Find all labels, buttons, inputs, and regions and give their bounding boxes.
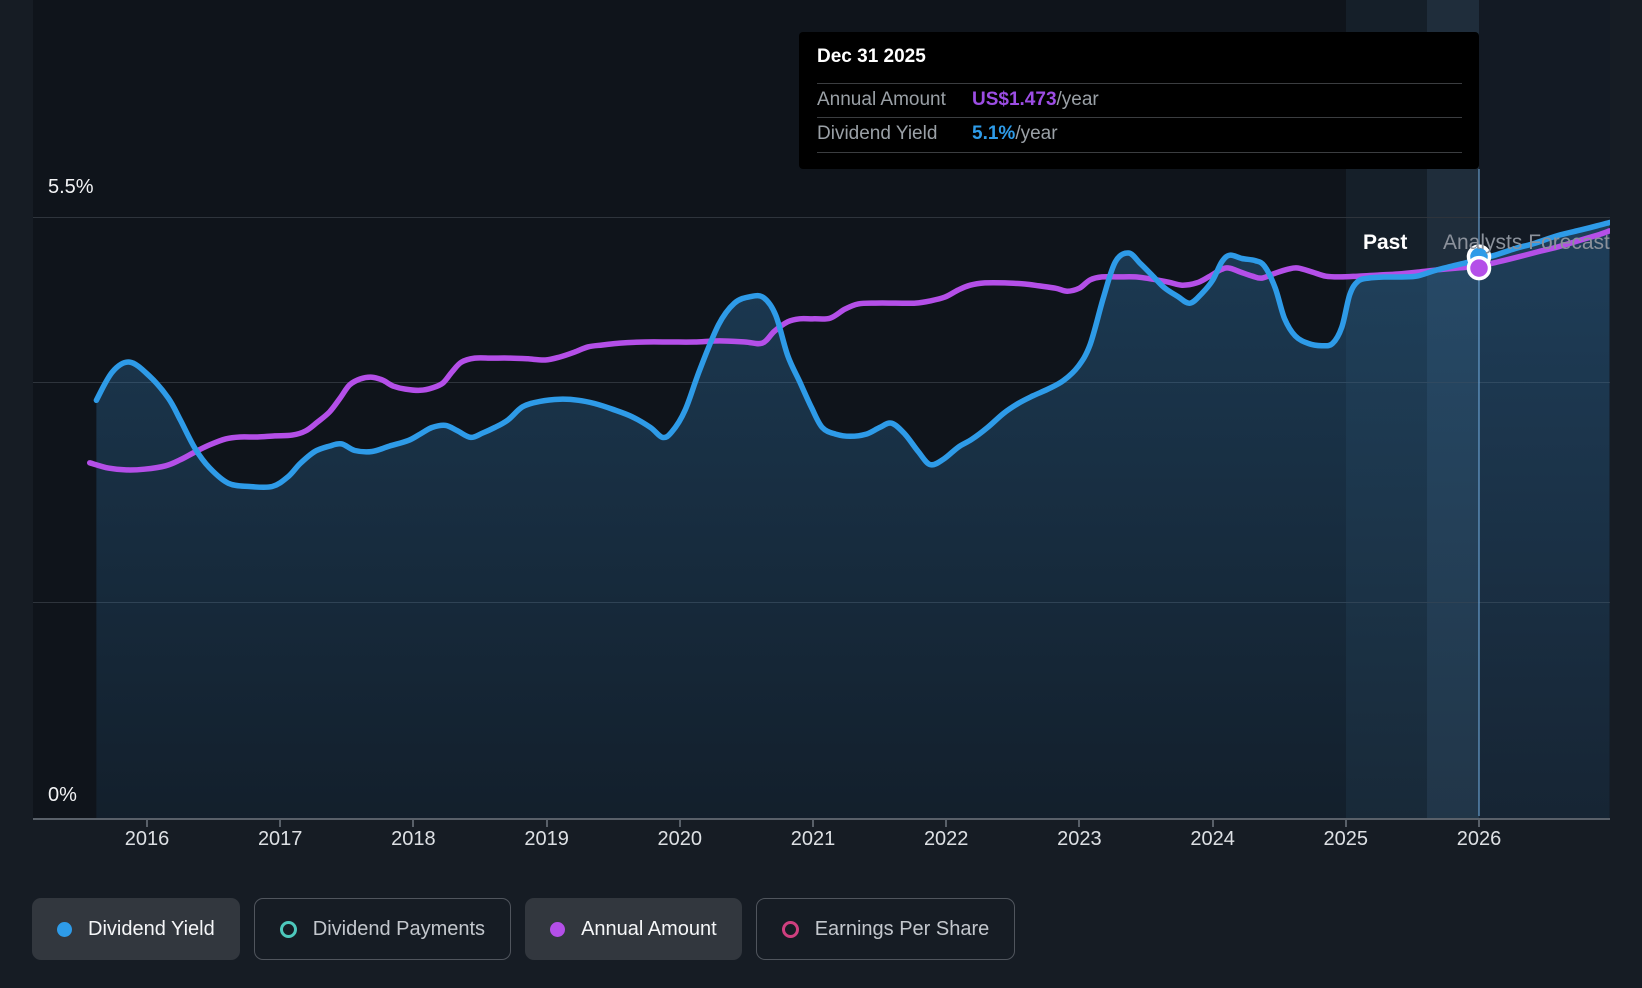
- dividend-yield-area: [96, 222, 1610, 818]
- analysts-forecast-label: Analysts Forecast: [1443, 231, 1610, 254]
- x-tick-2018: [412, 820, 415, 827]
- legend-toggle-annual-amount[interactable]: Annual Amount: [525, 898, 742, 960]
- x-label-2025: 2025: [1323, 828, 1369, 850]
- legend-dot-icon: [57, 921, 72, 937]
- tooltip-divider: [817, 117, 1462, 118]
- x-tick-2025: [1344, 820, 1347, 827]
- y-axis-min-label: 0%: [48, 784, 77, 806]
- x-tick-2017: [279, 820, 282, 827]
- tooltip-dividend-yield-label: Dividend Yield: [817, 123, 938, 144]
- gridline-4pct: [33, 382, 1610, 383]
- tooltip-dividend-yield-value: 5.1%/year: [972, 123, 1058, 145]
- chart-legend: Dividend Yield Dividend Payments Annual Am…: [32, 898, 1016, 960]
- x-tick-2020: [678, 820, 681, 827]
- x-label-2021: 2021: [790, 828, 836, 850]
- x-label-2026: 2026: [1456, 828, 1502, 850]
- x-label-2017: 2017: [257, 828, 303, 850]
- x-label-2024: 2024: [1190, 828, 1235, 850]
- legend-dot-icon: [550, 921, 566, 937]
- past-label: Past: [1363, 231, 1408, 254]
- gridline-5-5pct: [33, 217, 1610, 218]
- tooltip-annual-amount-value: US$1.473/year: [972, 89, 1099, 111]
- x-label-2016: 2016: [124, 828, 170, 850]
- legend-toggle-earnings-per-share[interactable]: Earnings Per Share: [755, 898, 1016, 960]
- legend-toggle-dividend-payments[interactable]: Dividend Payments: [253, 898, 512, 960]
- annual-amount-suffix: /year: [1056, 89, 1099, 110]
- legend-ring-icon: [279, 920, 297, 938]
- x-tick-2021: [812, 820, 814, 827]
- annual-amount-value: US$1.473: [972, 89, 1057, 110]
- legend-ring-icon: [781, 920, 799, 938]
- y-axis-max-label: 5.5%: [48, 176, 94, 198]
- annual-amount-marker[interactable]: [1466, 255, 1492, 281]
- x-tick-2024: [1211, 820, 1214, 827]
- dividend-yield-value: 5.1%: [972, 123, 1016, 144]
- legend-label: Earnings Per Share: [814, 917, 990, 940]
- tooltip-annual-amount-label: Annual Amount: [817, 89, 946, 110]
- dividend-yield-line: [93, 219, 1610, 491]
- legend-toggle-dividend-yield[interactable]: Dividend Yield: [32, 898, 240, 960]
- legend-label: Dividend Yield: [88, 917, 215, 940]
- x-label-2023: 2023: [1057, 828, 1102, 850]
- x-label-2018: 2018: [391, 828, 436, 850]
- x-tick-2022: [945, 820, 948, 827]
- x-tick-2023: [1078, 820, 1081, 827]
- x-tick-2019: [545, 820, 548, 827]
- x-tick-2026: [1478, 820, 1480, 827]
- dividend-yield-suffix: /year: [1015, 123, 1058, 144]
- hover-tooltip: Dec 31 2025 Annual Amount US$1.473/year …: [799, 32, 1479, 169]
- x-label-2019: 2019: [524, 828, 569, 850]
- legend-label: Annual Amount: [581, 917, 717, 940]
- annual-amount-line: [86, 228, 1610, 473]
- tooltip-date: Dec 31 2025: [817, 46, 926, 67]
- x-tick-2016: [146, 820, 148, 827]
- tooltip-divider: [817, 83, 1462, 84]
- legend-label: Dividend Payments: [312, 917, 486, 940]
- x-label-2022: 2022: [923, 828, 969, 850]
- tooltip-divider: [817, 152, 1462, 153]
- x-label-2020: 2020: [657, 828, 703, 850]
- x-axis-line: [33, 818, 1610, 820]
